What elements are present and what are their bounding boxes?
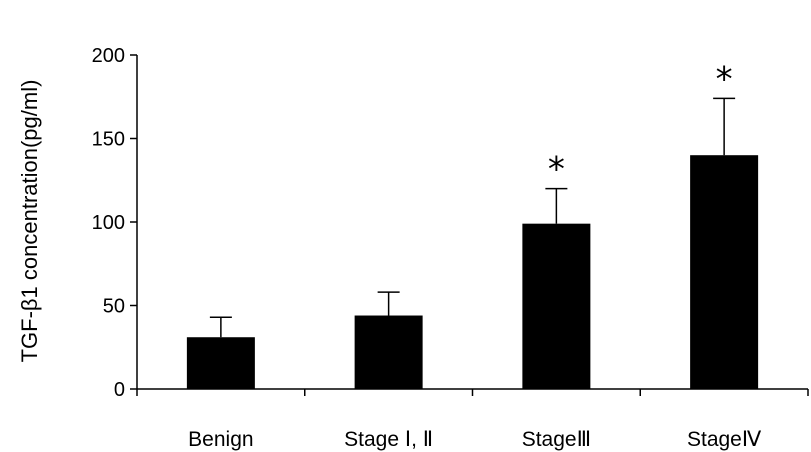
annotations: **	[548, 59, 733, 189]
error-bars	[209, 97, 736, 338]
x-labels: Benign Stage Ⅰ, Ⅱ StageⅢ StageⅣ	[188, 428, 762, 451]
y-tick-label: 0	[114, 379, 125, 401]
significance-marker: *	[548, 150, 565, 190]
category-label: Benign	[188, 428, 253, 451]
y-ticks: 0 50 100 150 200	[92, 45, 137, 401]
bars	[186, 155, 759, 389]
bar	[522, 223, 591, 389]
y-tick-label: 50	[103, 296, 125, 318]
category-label: Stage Ⅰ, Ⅱ	[344, 428, 433, 451]
significance-marker: *	[716, 59, 733, 99]
bar	[354, 315, 423, 389]
category-label: StageⅢ	[522, 428, 591, 451]
bar	[186, 337, 255, 389]
bar	[690, 155, 759, 389]
category-label: StageⅣ	[687, 428, 762, 451]
y-tick-label: 100	[92, 212, 125, 234]
y-axis-label: TGF-β1 concentration(pg/ml)	[17, 80, 42, 363]
y-tick-label: 150	[92, 129, 125, 151]
y-tick-label: 200	[92, 45, 125, 67]
